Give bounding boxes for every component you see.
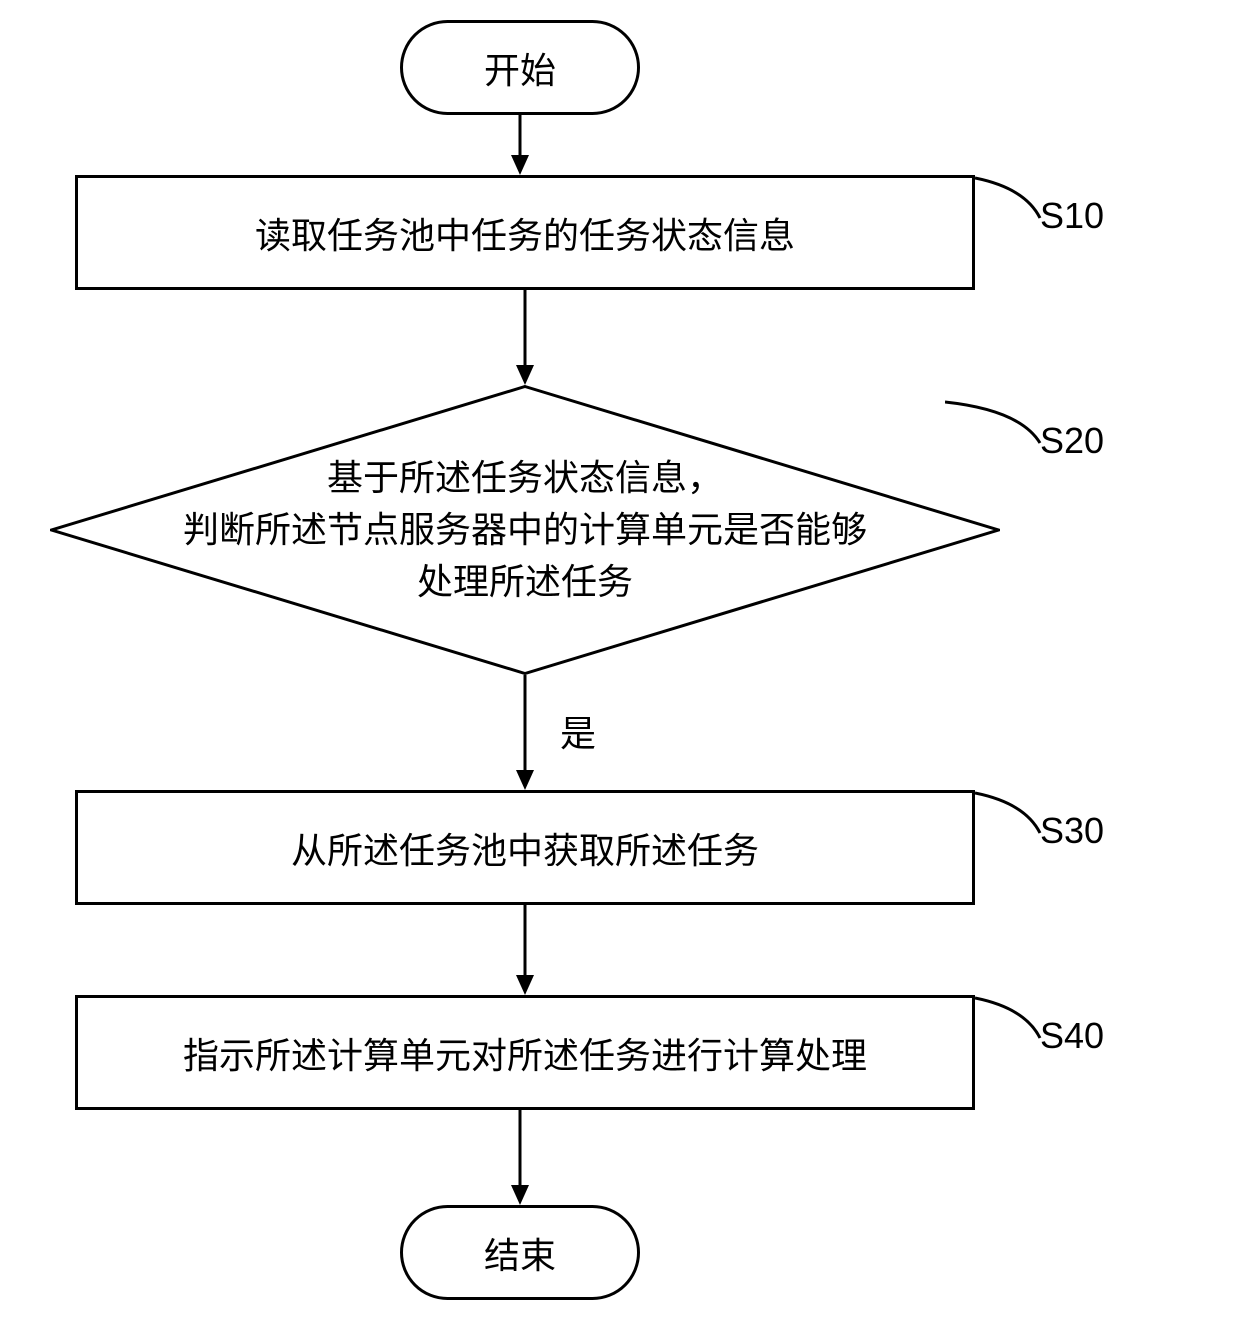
decision-s20-line2: 判断所述节点服务器中的计算单元是否能够: [183, 504, 867, 556]
process-s40-text: 指示所述计算单元对所述任务进行计算处理: [183, 1027, 867, 1079]
arrow-s20-s30: [505, 675, 545, 790]
arrow-s10-s20: [505, 290, 545, 385]
arrow-start-s10: [500, 115, 540, 175]
arrow-s30-s40: [505, 905, 545, 995]
process-s10: 读取任务池中任务的任务状态信息: [75, 175, 975, 290]
tag-s20: S20: [1040, 420, 1104, 462]
end-label: 结束: [484, 1227, 556, 1279]
process-s30-text: 从所述任务池中获取所述任务: [291, 822, 759, 874]
flowchart-canvas: 开始 读取任务池中任务的任务状态信息 基于所述任务状态信息， 判断所述节点服务器…: [0, 0, 1240, 1343]
process-s40: 指示所述计算单元对所述任务进行计算处理: [75, 995, 975, 1110]
process-s30: 从所述任务池中获取所述任务: [75, 790, 975, 905]
decision-s20-line3: 处理所述任务: [417, 556, 633, 608]
tag-s10: S10: [1040, 195, 1104, 237]
edge-yes-label: 是: [560, 705, 596, 757]
end-node: 结束: [400, 1205, 640, 1300]
tag-connector-s10: [975, 175, 1045, 225]
process-s10-text: 读取任务池中任务的任务状态信息: [255, 207, 795, 259]
arrow-s40-end: [500, 1110, 540, 1205]
tag-connector-s30: [975, 790, 1045, 840]
decision-s20: 基于所述任务状态信息， 判断所述节点服务器中的计算单元是否能够 处理所述任务: [50, 385, 1000, 675]
decision-s20-line1: 基于所述任务状态信息，: [327, 452, 723, 504]
start-node: 开始: [400, 20, 640, 115]
tag-connector-s40: [975, 995, 1045, 1045]
tag-s30: S30: [1040, 810, 1104, 852]
start-label: 开始: [484, 42, 556, 94]
tag-s40: S40: [1040, 1015, 1104, 1057]
tag-connector-s20: [945, 398, 1045, 448]
